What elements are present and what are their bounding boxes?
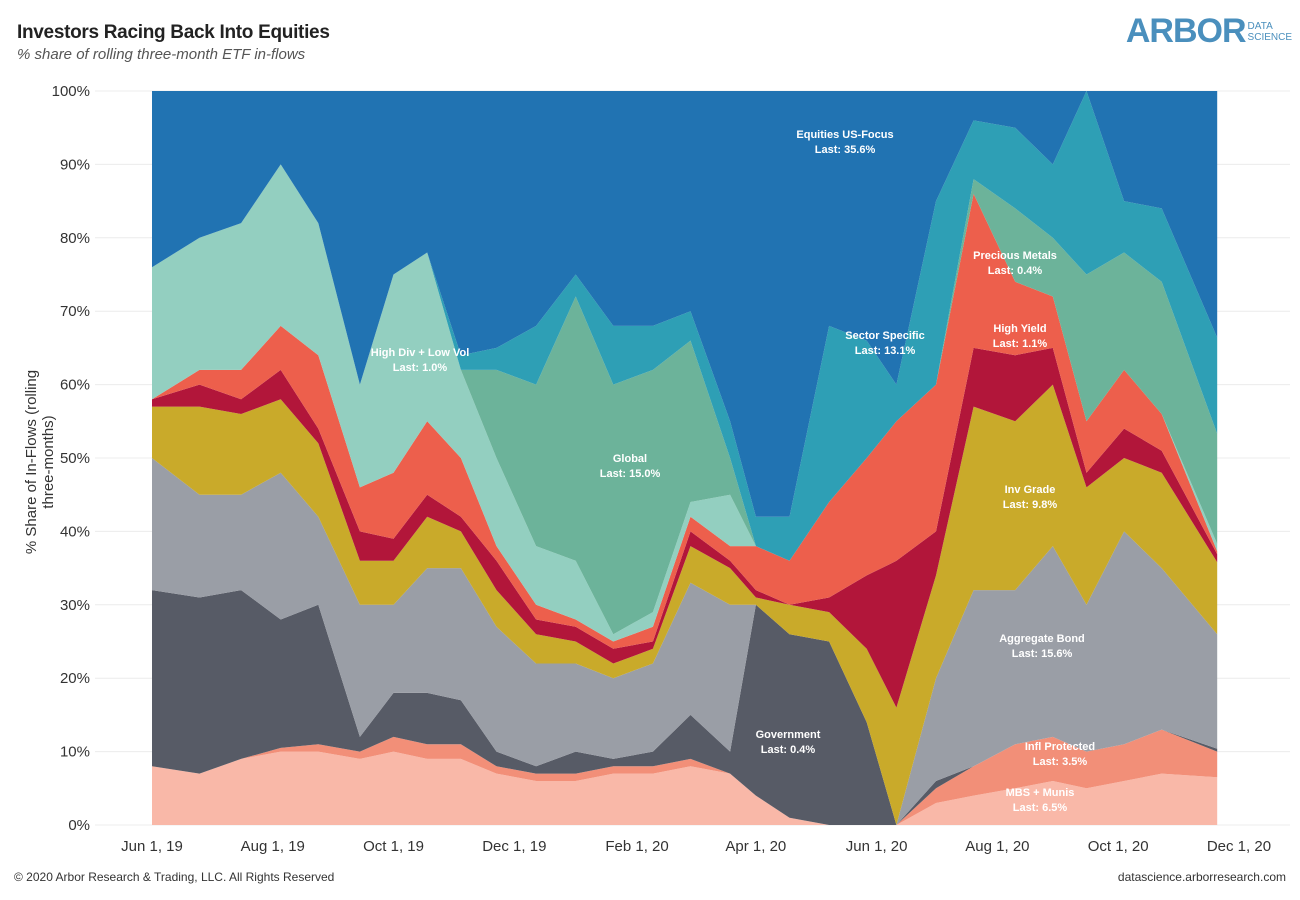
arbor-logo: ARBOR DATA SCIENCE [1126, 12, 1292, 51]
area-sector-specific [152, 91, 1218, 561]
series-last-inv-grade: Last: 9.8% [1003, 499, 1058, 511]
series-last-high-div-low-vol: Last: 1.0% [393, 362, 448, 374]
series-label-inv-grade: Inv Grade [1005, 484, 1056, 496]
x-tick-label: Aug 1, 20 [965, 838, 1029, 855]
y-tick-label: 90% [60, 156, 90, 173]
series-last-infl-protected: Last: 3.5% [1033, 756, 1088, 768]
logo-sub: DATA SCIENCE [1247, 20, 1292, 43]
series-label-precious-metals: Precious Metals [973, 250, 1057, 262]
area-infl-protected [152, 729, 1218, 825]
area-inv-grade [152, 384, 1218, 825]
x-tick-label: Dec 1, 20 [1207, 838, 1271, 855]
y-tick-label: 50% [60, 450, 90, 467]
y-tick-label: 20% [60, 670, 90, 687]
logo-main: ARBOR [1125, 12, 1247, 50]
series-label-global: Global [613, 453, 647, 465]
series-label-aggregate-bond: Aggregate Bond [999, 633, 1085, 645]
series-last-high-yield: Last: 1.1% [993, 338, 1048, 350]
x-tick-label: Aug 1, 19 [241, 838, 305, 855]
x-tick-label: Oct 1, 19 [363, 838, 424, 855]
x-tick-label: Oct 1, 20 [1088, 838, 1149, 855]
series-label-mbs-munis: MBS + Munis [1006, 787, 1075, 799]
y-tick-label: 80% [60, 230, 90, 247]
series-label-equities-us-focus: Equities US-Focus [796, 129, 893, 141]
series-last-government: Last: 0.4% [761, 744, 816, 756]
series-last-global: Last: 15.0% [600, 468, 661, 480]
series-label-government: Government [756, 729, 821, 741]
y-tick-label: 10% [60, 744, 90, 761]
area-global [152, 164, 1218, 635]
area-government [152, 590, 1218, 825]
y-tick-label: 100% [52, 83, 90, 100]
y-tick-label: 70% [60, 303, 90, 320]
x-tick-label: Jun 1, 20 [846, 838, 908, 855]
x-tick-label: Dec 1, 19 [482, 838, 546, 855]
x-tick-label: Feb 1, 20 [605, 838, 668, 855]
y-tick-label: 0% [68, 817, 90, 834]
y-tick-label: 60% [60, 377, 90, 394]
chart-title: Investors Racing Back Into Equities [17, 22, 330, 43]
series-label-sector-specific: Sector Specific [845, 330, 924, 342]
series-label-high-yield: High Yield [993, 323, 1046, 335]
x-tick-label: Jun 1, 19 [121, 838, 183, 855]
y-tick-label: 30% [60, 597, 90, 614]
area-mbs-munis [152, 751, 1218, 825]
series-last-sector-specific: Last: 13.1% [855, 345, 916, 357]
area-equities-us-focus [152, 91, 1218, 517]
y-tick-label: 40% [60, 523, 90, 540]
site-url: datascience.arborresearch.com [1117, 870, 1286, 884]
series-last-mbs-munis: Last: 6.5% [1013, 802, 1068, 814]
area-high-div-low-vol [152, 164, 1218, 642]
chart-subtitle: % share of rolling three-month ETF in-fl… [17, 46, 306, 63]
series-last-equities-us-focus: Last: 35.6% [815, 144, 876, 156]
series-last-precious-metals: Last: 0.4% [988, 265, 1043, 277]
series-label-high-div-low-vol: High Div + Low Vol [371, 347, 470, 359]
area-aggregate-bond [152, 458, 1218, 825]
series-label-infl-protected: Infl Protected [1025, 741, 1095, 753]
series-last-aggregate-bond: Last: 15.6% [1012, 648, 1073, 660]
copyright: © 2020 Arbor Research & Trading, LLC. Al… [14, 870, 335, 884]
x-tick-label: Apr 1, 20 [725, 838, 786, 855]
